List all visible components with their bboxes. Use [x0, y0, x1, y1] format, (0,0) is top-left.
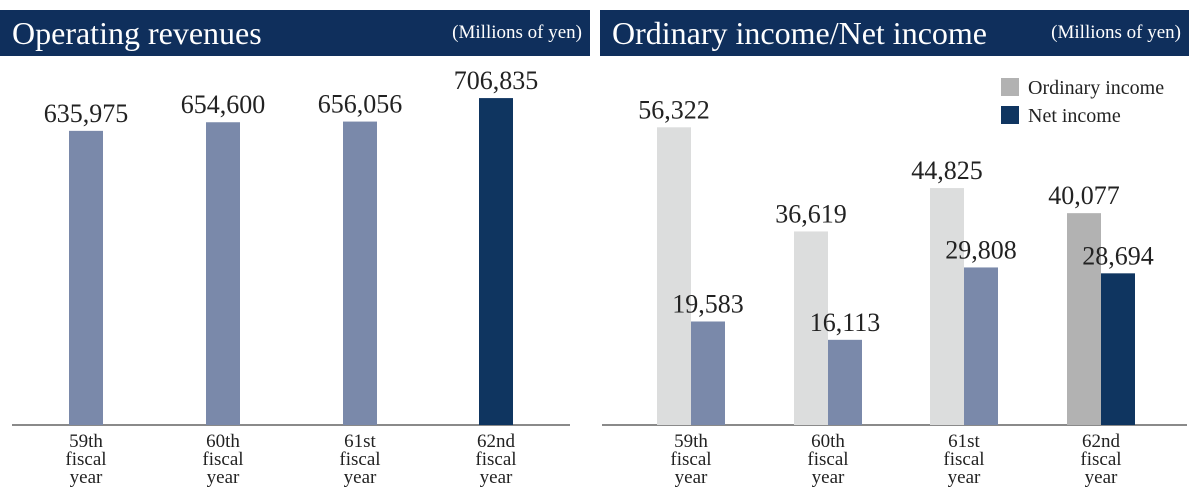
bar-net-income [964, 267, 998, 425]
bar-operating-revenue [69, 130, 103, 425]
x-tick-label: fiscal [339, 449, 380, 470]
value-label-ordinary-income: 36,619 [775, 199, 847, 228]
operating-revenues-title: Operating revenues [12, 15, 262, 51]
x-tick-label: year [70, 467, 103, 488]
x-tick-label: 62nd [1082, 431, 1121, 452]
bar-net-income [1101, 273, 1135, 425]
x-tick-label: fiscal [202, 449, 243, 470]
value-label-net-income: 29,808 [945, 235, 1017, 264]
bar-operating-revenue [479, 98, 513, 426]
value-label-ordinary-income: 56,322 [638, 95, 710, 124]
x-tick-label: year [812, 467, 845, 488]
x-tick-label: year [1085, 467, 1118, 488]
bar-operating-revenue [343, 121, 377, 425]
value-label: 635,975 [44, 99, 129, 128]
x-tick-label: fiscal [65, 449, 106, 470]
income-header: Ordinary income/Net income (Millions of … [600, 10, 1189, 56]
bar-operating-revenue [206, 122, 240, 425]
income-panel: Ordinary income/Net income (Millions of … [600, 0, 1189, 492]
x-tick-label: 60th [206, 431, 240, 452]
x-tick-label: fiscal [475, 449, 516, 470]
income-chart: 56,32219,58359thfiscalyear36,61916,11360… [602, 77, 1187, 488]
x-tick-label: year [948, 467, 981, 488]
bar-net-income [828, 339, 862, 425]
x-tick-label: fiscal [807, 449, 848, 470]
x-tick-label: 61st [948, 431, 980, 452]
bar-ordinary-income [1067, 213, 1101, 425]
x-tick-label: year [480, 467, 513, 488]
value-label-net-income: 19,583 [672, 289, 744, 318]
legend-swatch [1001, 78, 1019, 96]
value-label: 654,600 [181, 90, 266, 119]
x-tick-label: 62nd [477, 431, 516, 452]
x-tick-label: fiscal [943, 449, 984, 470]
legend-label: Ordinary income [1028, 77, 1164, 99]
income-unit: (Millions of yen) [1051, 22, 1181, 43]
bar-ordinary-income [657, 127, 691, 425]
value-label: 656,056 [318, 90, 403, 119]
x-tick-label: year [207, 467, 240, 488]
bar-net-income [691, 321, 725, 425]
x-tick-label: year [675, 467, 708, 488]
value-label-ordinary-income: 44,825 [911, 156, 983, 185]
x-tick-label: 59th [674, 431, 708, 452]
x-tick-label: fiscal [670, 449, 711, 470]
operating-revenues-chart: 635,97559thfiscalyear654,60060thfiscalye… [12, 66, 570, 488]
legend-label: Net income [1028, 105, 1121, 127]
x-tick-label: fiscal [1080, 449, 1121, 470]
operating-revenues-unit: (Millions of yen) [452, 22, 582, 43]
x-tick-label: 59th [69, 431, 103, 452]
operating-revenues-header: Operating revenues (Millions of yen) [0, 10, 590, 56]
x-tick-label: 60th [811, 431, 845, 452]
legend-swatch [1001, 106, 1019, 124]
value-label-ordinary-income: 40,077 [1048, 181, 1120, 210]
bar-ordinary-income [794, 231, 828, 425]
operating-revenues-panel: Operating revenues (Millions of yen) 635… [0, 0, 590, 492]
x-tick-label: 61st [344, 431, 376, 452]
income-title: Ordinary income/Net income [612, 15, 987, 51]
value-label-net-income: 16,113 [810, 308, 881, 337]
bar-ordinary-income [930, 188, 964, 425]
value-label: 706,835 [454, 66, 539, 95]
value-label-net-income: 28,694 [1082, 241, 1154, 270]
x-tick-label: year [344, 467, 377, 488]
